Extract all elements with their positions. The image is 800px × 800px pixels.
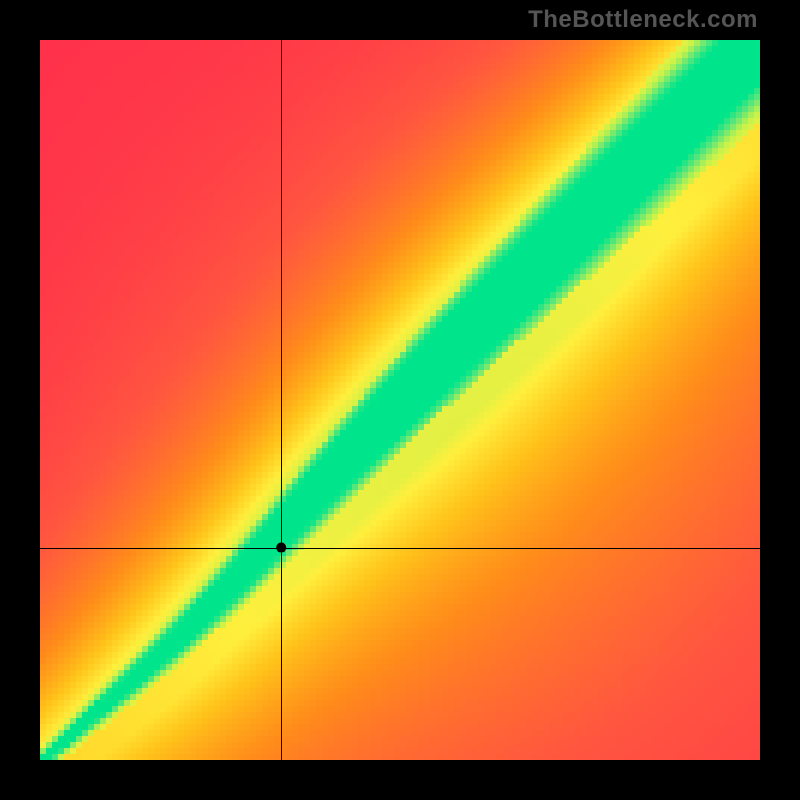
crosshair-overlay [0, 0, 800, 800]
watermark-text: TheBottleneck.com [528, 6, 758, 34]
